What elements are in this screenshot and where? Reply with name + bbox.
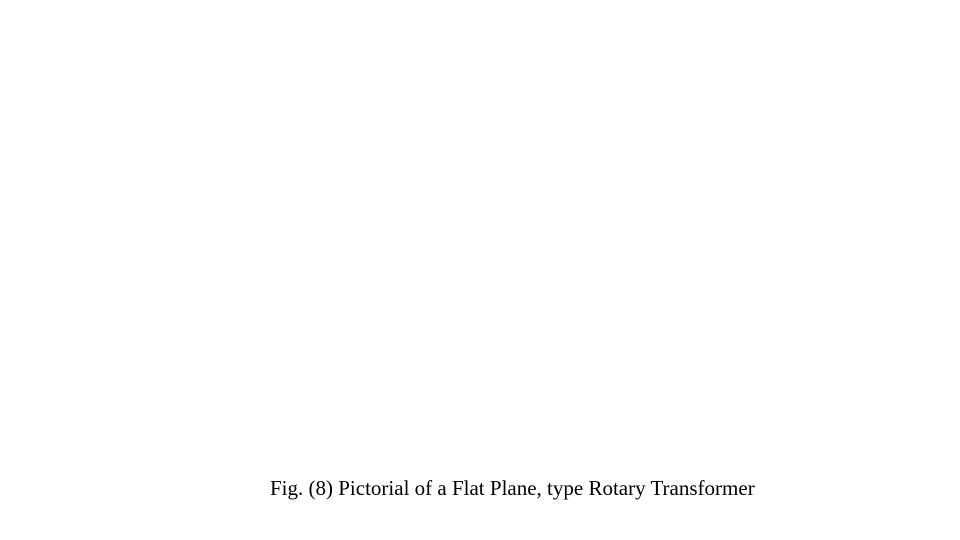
figure-caption: Fig. (8) Pictorial of a Flat Plane, type… <box>270 476 755 501</box>
